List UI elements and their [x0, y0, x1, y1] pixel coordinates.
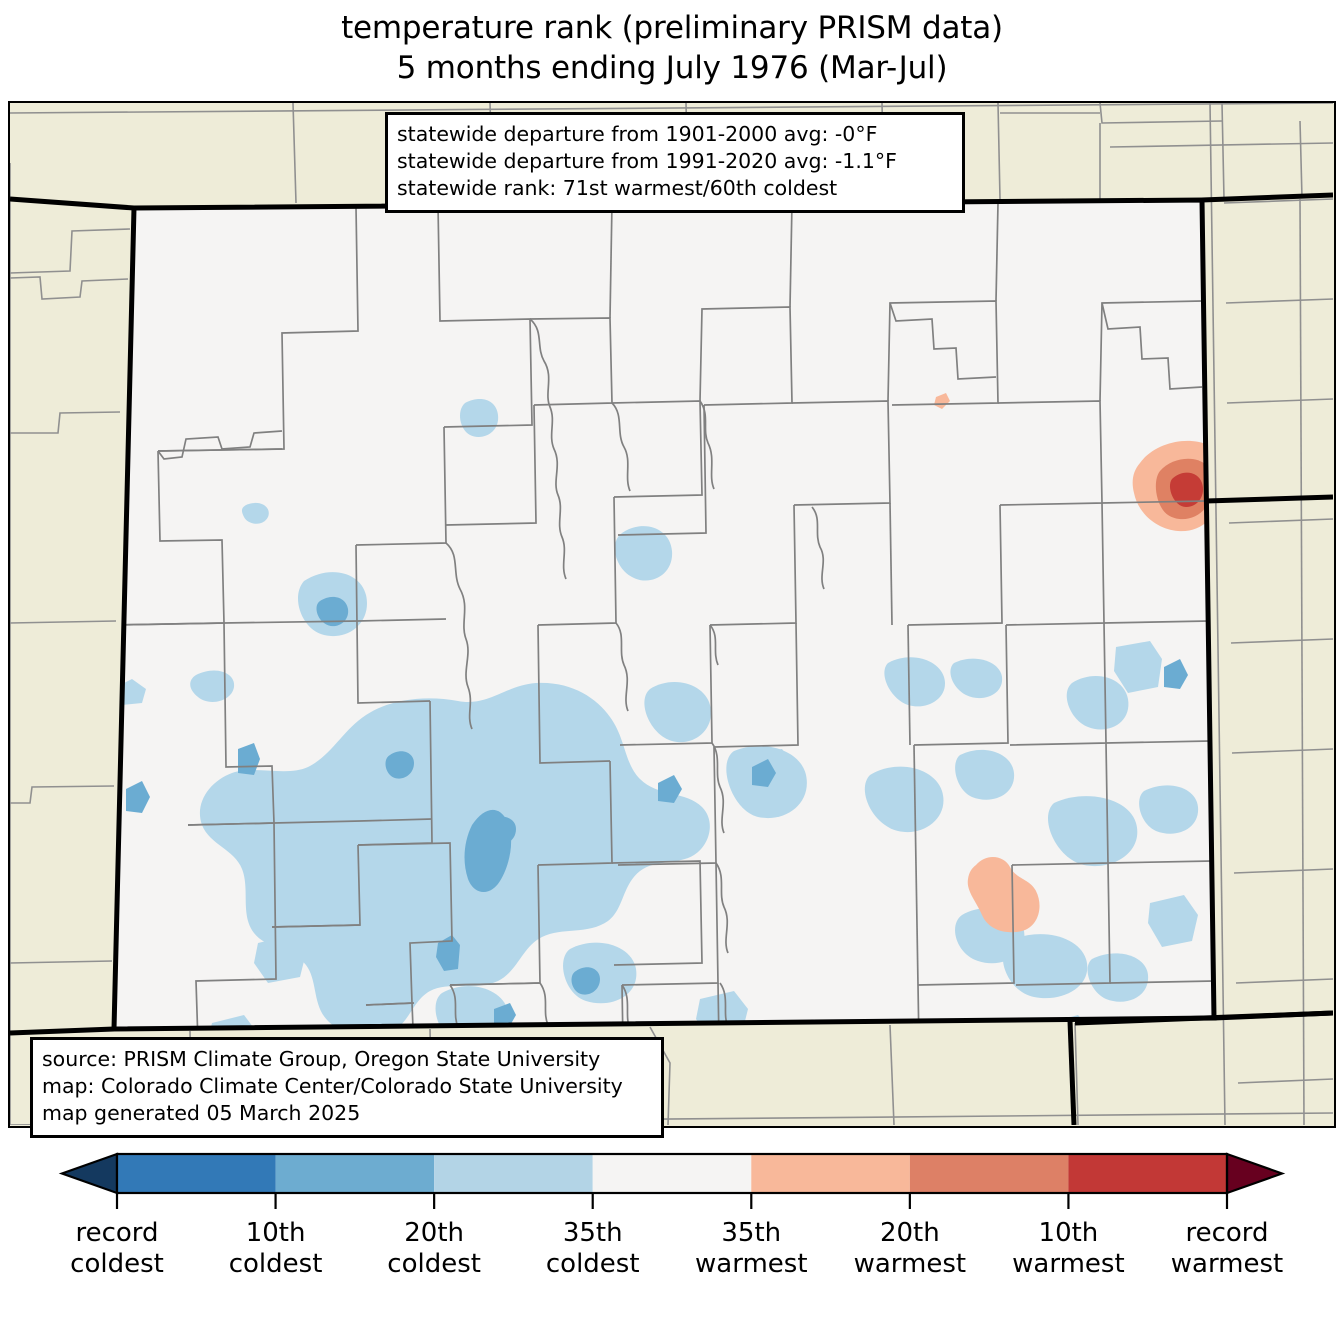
- cool-anomaly-core-regions: [126, 596, 1188, 1029]
- colorbar-extend-low: [58, 1152, 119, 1195]
- departure-1991-2020: statewide departure from 1991-2020 avg: …: [397, 149, 897, 173]
- title-line-1: temperature rank (preliminary PRISM data…: [341, 10, 1003, 46]
- colorbar: record coldest 10th coldest 20th coldest 35th c…: [0, 1146, 1344, 1332]
- colorbar-ticks: [115, 1193, 1229, 1209]
- warm-anomaly-core: [1169, 472, 1204, 507]
- colorbar-tick-label: record warmest: [1171, 1218, 1284, 1279]
- colorbar-bands: [58, 1152, 1286, 1195]
- source-line: source: PRISM Climate Group, Oregon Stat…: [42, 1047, 601, 1071]
- colorbar-tick-label: 35th warmest: [695, 1218, 808, 1279]
- southeast-warm-anomaly: [967, 856, 1040, 933]
- colorbar-band: [592, 1154, 752, 1193]
- colorado-county-map: [10, 103, 1333, 1125]
- map-generated-line: map generated 05 March 2025: [42, 1101, 361, 1125]
- colorbar-tick-label: 20th coldest: [387, 1218, 481, 1279]
- colorbar-band: [751, 1154, 910, 1193]
- colorbar-extend-high: [1225, 1152, 1286, 1195]
- colorbar-tick-label: record coldest: [70, 1218, 164, 1279]
- statewide-rank: statewide rank: 71st warmest/60th coldes…: [397, 176, 838, 200]
- colorbar-tick-label: 10th coldest: [229, 1218, 323, 1279]
- colorbar-outline: [115, 1152, 1229, 1195]
- colorado-county-lines: [114, 202, 1214, 1029]
- colorbar-tick-labels: record coldest 10th coldest 20th coldest 35th c…: [70, 1218, 1283, 1279]
- departure-1901-2000: statewide departure from 1901-2000 avg: …: [397, 122, 878, 146]
- colorbar-tick-label: 35th coldest: [546, 1218, 640, 1279]
- colorbar-band: [1068, 1154, 1227, 1193]
- colorbar-band: [275, 1154, 435, 1193]
- statewide-stats-box: statewide departure from 1901-2000 avg: …: [385, 112, 965, 213]
- colorbar-band: [434, 1154, 593, 1193]
- colorbar-tick-label: 20th warmest: [854, 1218, 967, 1279]
- neighbor-state-borders: [10, 192, 1333, 1125]
- map-frame: [8, 101, 1336, 1128]
- map-credit-line: map: Colorado Climate Center/Colorado St…: [42, 1074, 623, 1098]
- colorbar-svg: record coldest 10th coldest 20th coldest 35th c…: [58, 1152, 1286, 1279]
- colorbar-tick-label: 10th warmest: [1012, 1218, 1125, 1279]
- colorbar-band: [909, 1154, 1069, 1193]
- page-title: temperature rank (preliminary PRISM data…: [0, 8, 1344, 88]
- title-line-2: 5 months ending July 1976 (Mar-Jul): [396, 50, 948, 86]
- northeast-warm-anomaly: [1132, 441, 1214, 532]
- colorbar-band: [117, 1154, 276, 1193]
- small-warm-speck: [934, 393, 950, 409]
- source-credit-box: source: PRISM Climate Group, Oregon Stat…: [30, 1037, 664, 1138]
